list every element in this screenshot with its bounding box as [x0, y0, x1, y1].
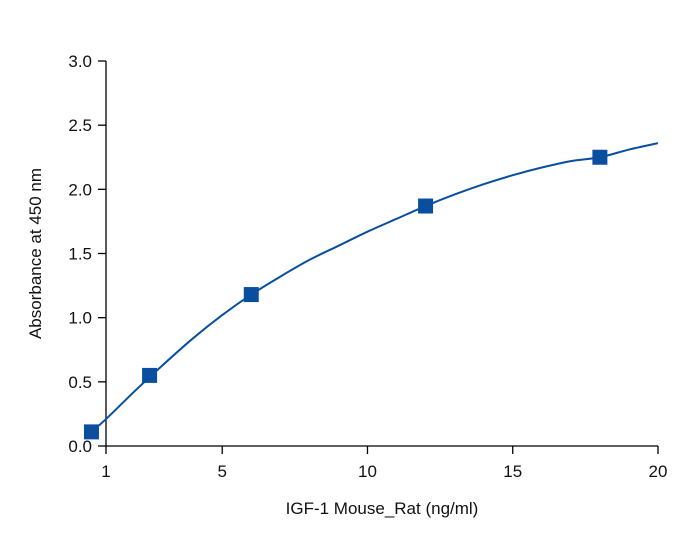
y-tick-label: 1.5: [68, 245, 92, 264]
data-points: [83, 149, 608, 440]
plot-area: 1 5 10 15 20 0.00.51.01.52.02.53.0: [68, 52, 667, 481]
y-tick-label: 0.0: [68, 437, 92, 456]
y-axis-title: Absorbance at 450 nm: [26, 168, 45, 339]
x-axis-title: IGF-1 Mouse_Rat (ng/ml): [286, 499, 479, 518]
x-tick-label: 20: [649, 462, 668, 481]
y-tick-label: 2.5: [68, 116, 92, 135]
y-ticks: 0.0 0.5 1.0 1.5 2.0 2.5 3.0: [68, 52, 106, 456]
x-tick-label: 15: [503, 462, 522, 481]
data-point: [142, 367, 158, 383]
data-point: [83, 424, 99, 440]
fit-curve-line: [90, 142, 659, 433]
x-tick-label: 5: [217, 462, 226, 481]
y-tick-label: 3.0: [68, 52, 92, 71]
y-tick-label: 1.0: [68, 309, 92, 328]
y-tick-label: 2.0: [68, 180, 92, 199]
data-point: [418, 198, 434, 214]
data-point: [592, 149, 608, 165]
x-tick-label: 10: [358, 462, 377, 481]
data-point: [243, 287, 259, 303]
x-ticks: 1 5 10 15 20: [101, 446, 667, 481]
y-tick-label: 0.5: [68, 373, 92, 392]
x-tick-label: 1: [101, 462, 110, 481]
